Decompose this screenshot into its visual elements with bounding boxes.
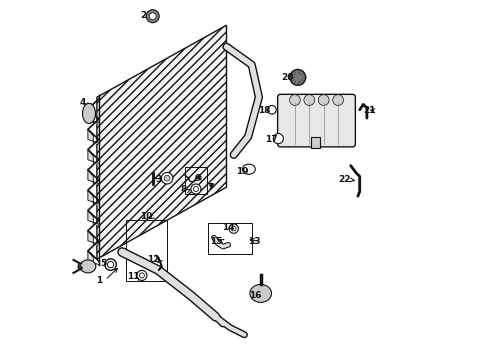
Circle shape xyxy=(267,105,276,114)
Circle shape xyxy=(164,175,170,181)
Polygon shape xyxy=(88,150,99,163)
Text: 1: 1 xyxy=(95,276,102,284)
Text: 6: 6 xyxy=(76,263,82,271)
Text: 18: 18 xyxy=(258,107,270,115)
Polygon shape xyxy=(88,251,99,265)
Text: 22: 22 xyxy=(338,175,350,184)
Ellipse shape xyxy=(82,103,95,123)
Text: 16: 16 xyxy=(248,292,261,300)
Polygon shape xyxy=(88,190,99,204)
Bar xyxy=(208,223,251,254)
Circle shape xyxy=(190,184,201,194)
Text: 15: 15 xyxy=(210,237,222,246)
Text: 10: 10 xyxy=(140,212,152,221)
Circle shape xyxy=(289,69,305,85)
Polygon shape xyxy=(88,170,99,184)
Text: 14: 14 xyxy=(222,223,234,232)
Circle shape xyxy=(332,95,343,105)
Circle shape xyxy=(161,172,172,184)
Text: 8: 8 xyxy=(181,185,187,194)
Ellipse shape xyxy=(242,164,255,174)
Polygon shape xyxy=(97,25,226,259)
Circle shape xyxy=(273,134,283,144)
Text: 19: 19 xyxy=(236,166,248,175)
Polygon shape xyxy=(88,231,99,244)
Circle shape xyxy=(146,10,159,23)
FancyBboxPatch shape xyxy=(277,94,355,147)
Text: 21: 21 xyxy=(363,107,375,115)
Circle shape xyxy=(289,95,300,105)
Circle shape xyxy=(318,95,328,105)
Circle shape xyxy=(137,270,146,280)
Polygon shape xyxy=(88,109,99,123)
Circle shape xyxy=(228,224,238,233)
Circle shape xyxy=(303,95,314,105)
Text: 9: 9 xyxy=(194,174,201,183)
Text: 13: 13 xyxy=(248,237,260,246)
Circle shape xyxy=(149,13,156,20)
Circle shape xyxy=(104,259,116,270)
Text: 2: 2 xyxy=(140,11,146,20)
Text: 4: 4 xyxy=(80,98,86,107)
Ellipse shape xyxy=(249,284,271,302)
Text: 20: 20 xyxy=(280,73,293,82)
Text: 12: 12 xyxy=(147,256,160,264)
Polygon shape xyxy=(88,129,99,143)
Circle shape xyxy=(193,186,198,192)
Bar xyxy=(310,137,320,148)
Text: 7: 7 xyxy=(207,183,213,192)
Bar xyxy=(125,220,167,281)
Ellipse shape xyxy=(80,260,96,273)
Text: 3: 3 xyxy=(155,175,162,184)
Bar xyxy=(185,167,206,194)
Text: 11: 11 xyxy=(127,272,140,281)
Polygon shape xyxy=(88,210,99,224)
Text: 5: 5 xyxy=(100,259,106,268)
Text: 17: 17 xyxy=(264,135,277,144)
Circle shape xyxy=(107,261,114,268)
Circle shape xyxy=(139,273,144,278)
Circle shape xyxy=(231,226,236,231)
